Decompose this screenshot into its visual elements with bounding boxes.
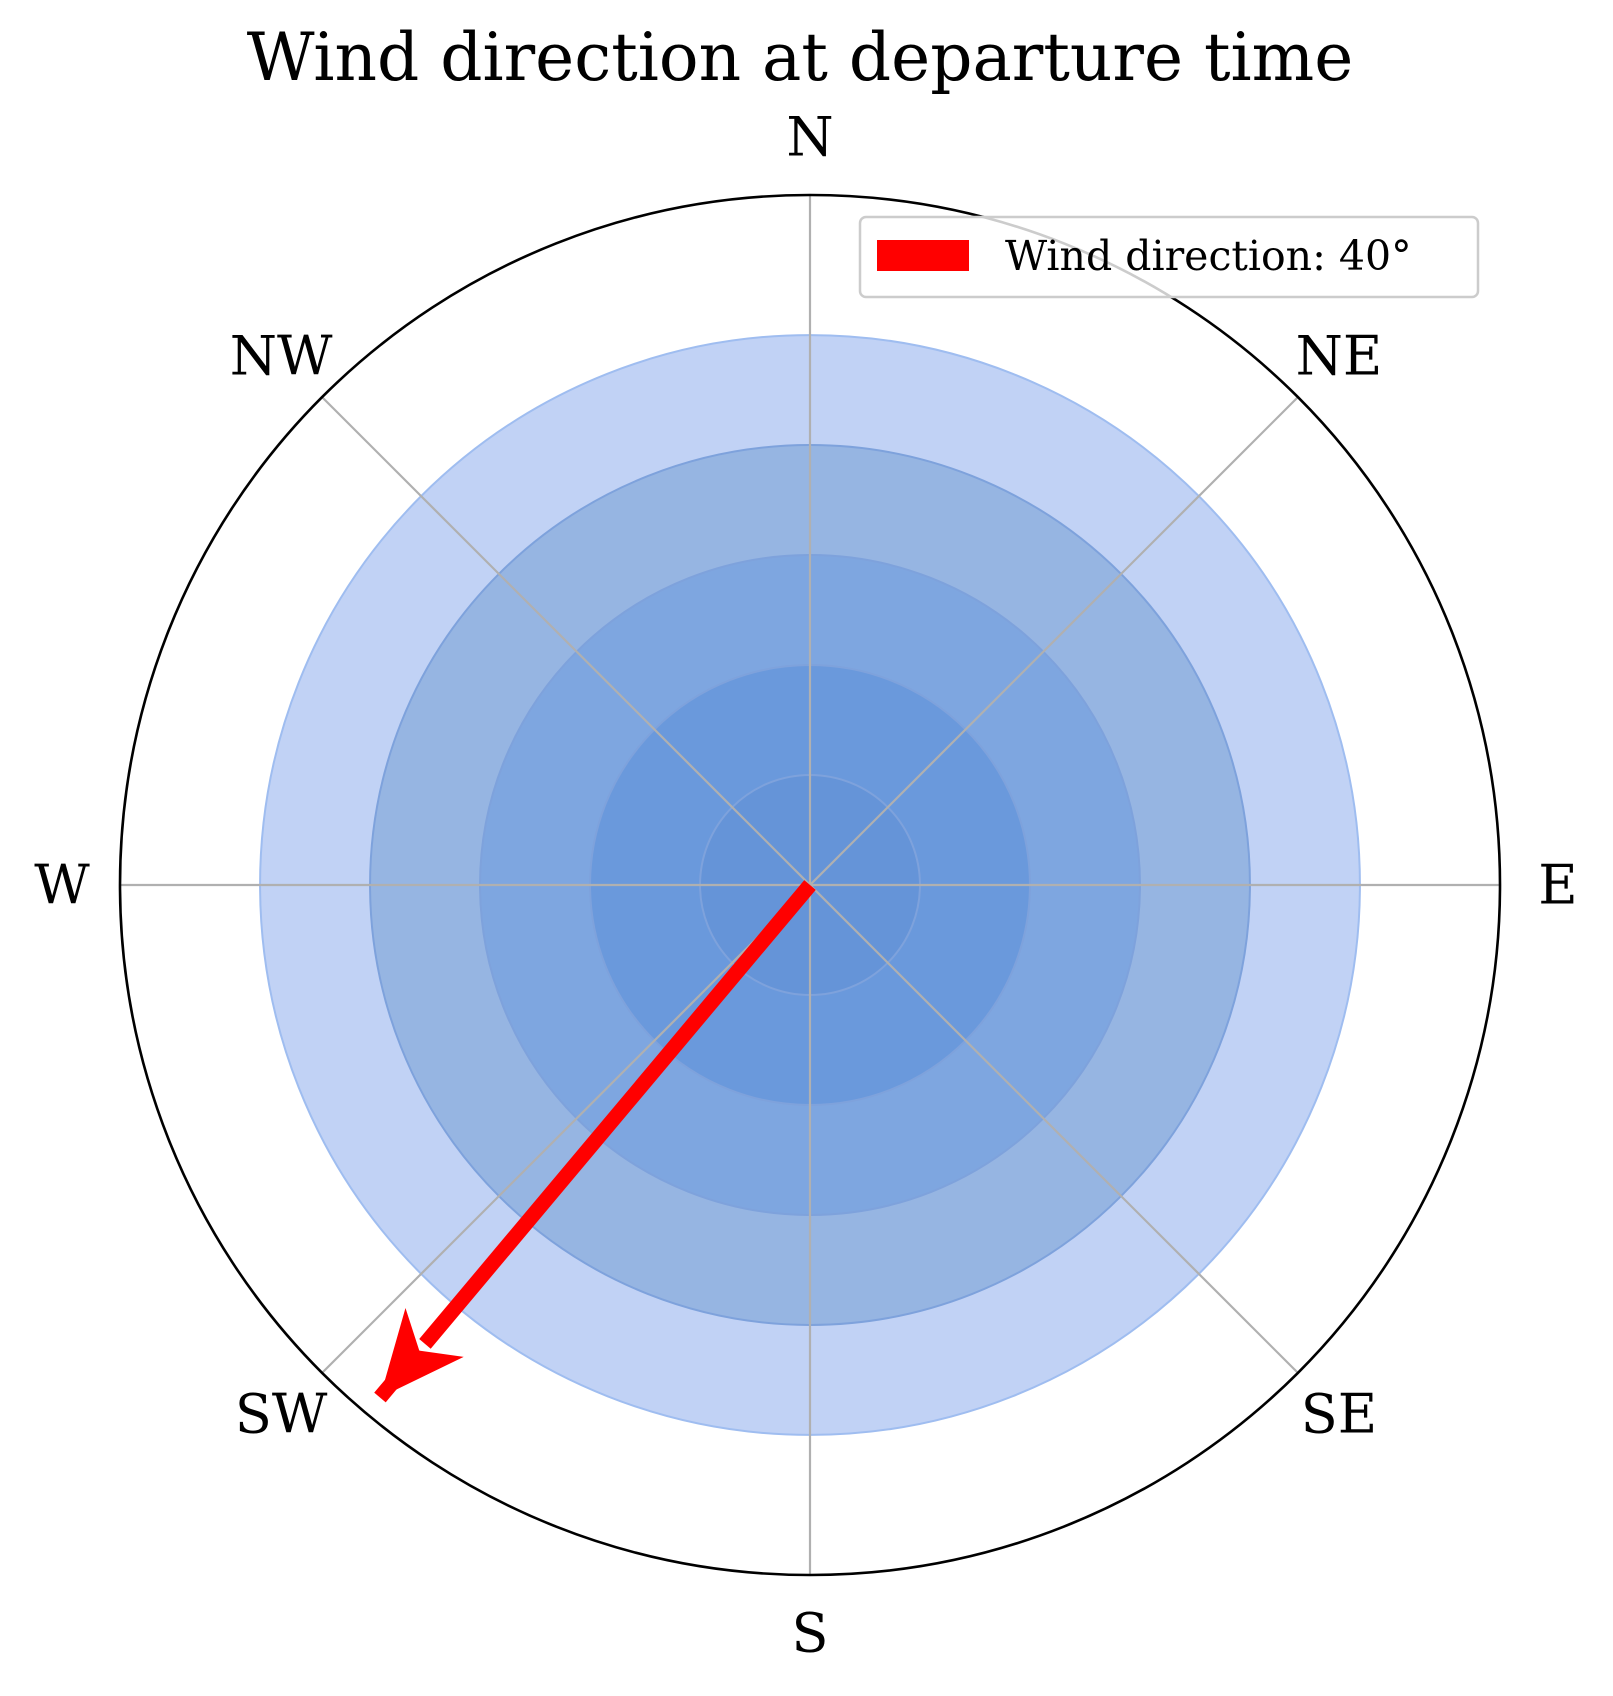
- wind-arrow: [374, 880, 816, 1403]
- direction-label-se: SE: [1301, 1382, 1377, 1445]
- direction-label-nw: NW: [230, 325, 333, 388]
- gridline-nw: [321, 396, 811, 886]
- chart-title: Wind direction at departure time: [247, 19, 1354, 96]
- direction-label-ne: NE: [1296, 325, 1383, 388]
- direction-label-sw: SW: [235, 1382, 328, 1445]
- direction-labels: N NE E SE S SW W NW: [34, 106, 1577, 1665]
- wind-arrow-tip: [374, 1345, 426, 1403]
- legend-label: Wind direction: 40°: [1005, 232, 1412, 280]
- wind-arrow-shaft: [419, 880, 816, 1349]
- gridline-ne: [809, 396, 1299, 886]
- direction-label-e: E: [1538, 854, 1577, 917]
- gridline-sw: [321, 884, 811, 1374]
- legend-box: [858, 215, 1480, 299]
- legend: Wind direction: 40°: [858, 215, 1480, 299]
- direction-label-s: S: [792, 1602, 829, 1665]
- angular-grid: [120, 195, 1500, 1575]
- gridline-se: [809, 884, 1299, 1374]
- direction-label-w: W: [34, 854, 90, 917]
- direction-label-n: N: [786, 106, 833, 169]
- legend-swatch: [877, 240, 969, 271]
- polar-frame: [118, 193, 1502, 1577]
